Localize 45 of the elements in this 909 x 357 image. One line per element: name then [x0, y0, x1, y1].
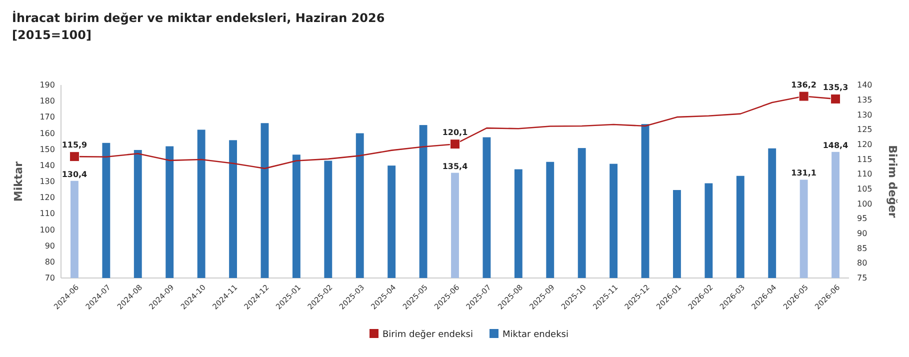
data-label: 135,4 [442, 162, 468, 171]
y-tick-label: 90 [44, 241, 55, 250]
data-label: 120,1 [442, 128, 468, 138]
y2-tick-label: 95 [857, 214, 868, 224]
chart-subtitle: [2015=100] [12, 28, 92, 42]
y-tick-label: 80 [44, 257, 55, 266]
y-tick-label: 70 [44, 274, 55, 283]
y-tick-label: 150 [40, 144, 55, 154]
y-tick-label: 140 [40, 160, 55, 170]
point [450, 139, 460, 150]
y2-tick-label: 125 [857, 125, 872, 134]
legend-label: Miktar endeksi [502, 330, 568, 340]
data-label: 130,4 [62, 170, 88, 179]
y2-tick-label: 130 [857, 110, 872, 120]
data-label: 135,3 [822, 82, 848, 92]
y2-tick-label: 110 [857, 170, 872, 179]
y-tick-label: 170 [40, 112, 55, 122]
y-tick-label: 160 [40, 128, 55, 138]
y2-tick-label: 140 [857, 80, 872, 90]
point [69, 152, 80, 162]
data-label: 136,2 [791, 80, 816, 90]
data-label: 131,1 [791, 168, 817, 178]
y-tick-label: 130 [40, 177, 55, 186]
y-tick-label: 100 [40, 225, 55, 234]
y2-tick-label: 135 [857, 95, 872, 104]
chart-title: İhracat birim değer ve miktar endeksleri, Haziran 2026 [12, 10, 385, 25]
y2-tick-label: 105 [857, 184, 872, 194]
point [798, 91, 809, 102]
y2-tick-label: 115 [857, 154, 872, 164]
data-label: 148,4 [822, 140, 849, 150]
y-tick-label: 190 [40, 80, 55, 90]
y-axis-title: Miktar [12, 160, 25, 202]
y2-tick-label: 90 [857, 229, 868, 238]
y2-axis-title: Birim değer [886, 145, 899, 218]
y2-tick-label: 85 [857, 244, 868, 253]
y2-tick-label: 100 [857, 199, 872, 208]
y-tick-label: 120 [40, 193, 55, 202]
y-tick-label: 110 [40, 209, 55, 218]
y2-tick-label: 80 [857, 258, 868, 268]
y2-tick-label: 120 [857, 140, 872, 149]
legend-label: Birim değer endeksi [382, 329, 473, 340]
data-label: 115,9 [62, 140, 88, 150]
point [830, 94, 841, 104]
y-tick-label: 180 [40, 96, 55, 106]
y2-tick-label: 75 [857, 274, 868, 283]
